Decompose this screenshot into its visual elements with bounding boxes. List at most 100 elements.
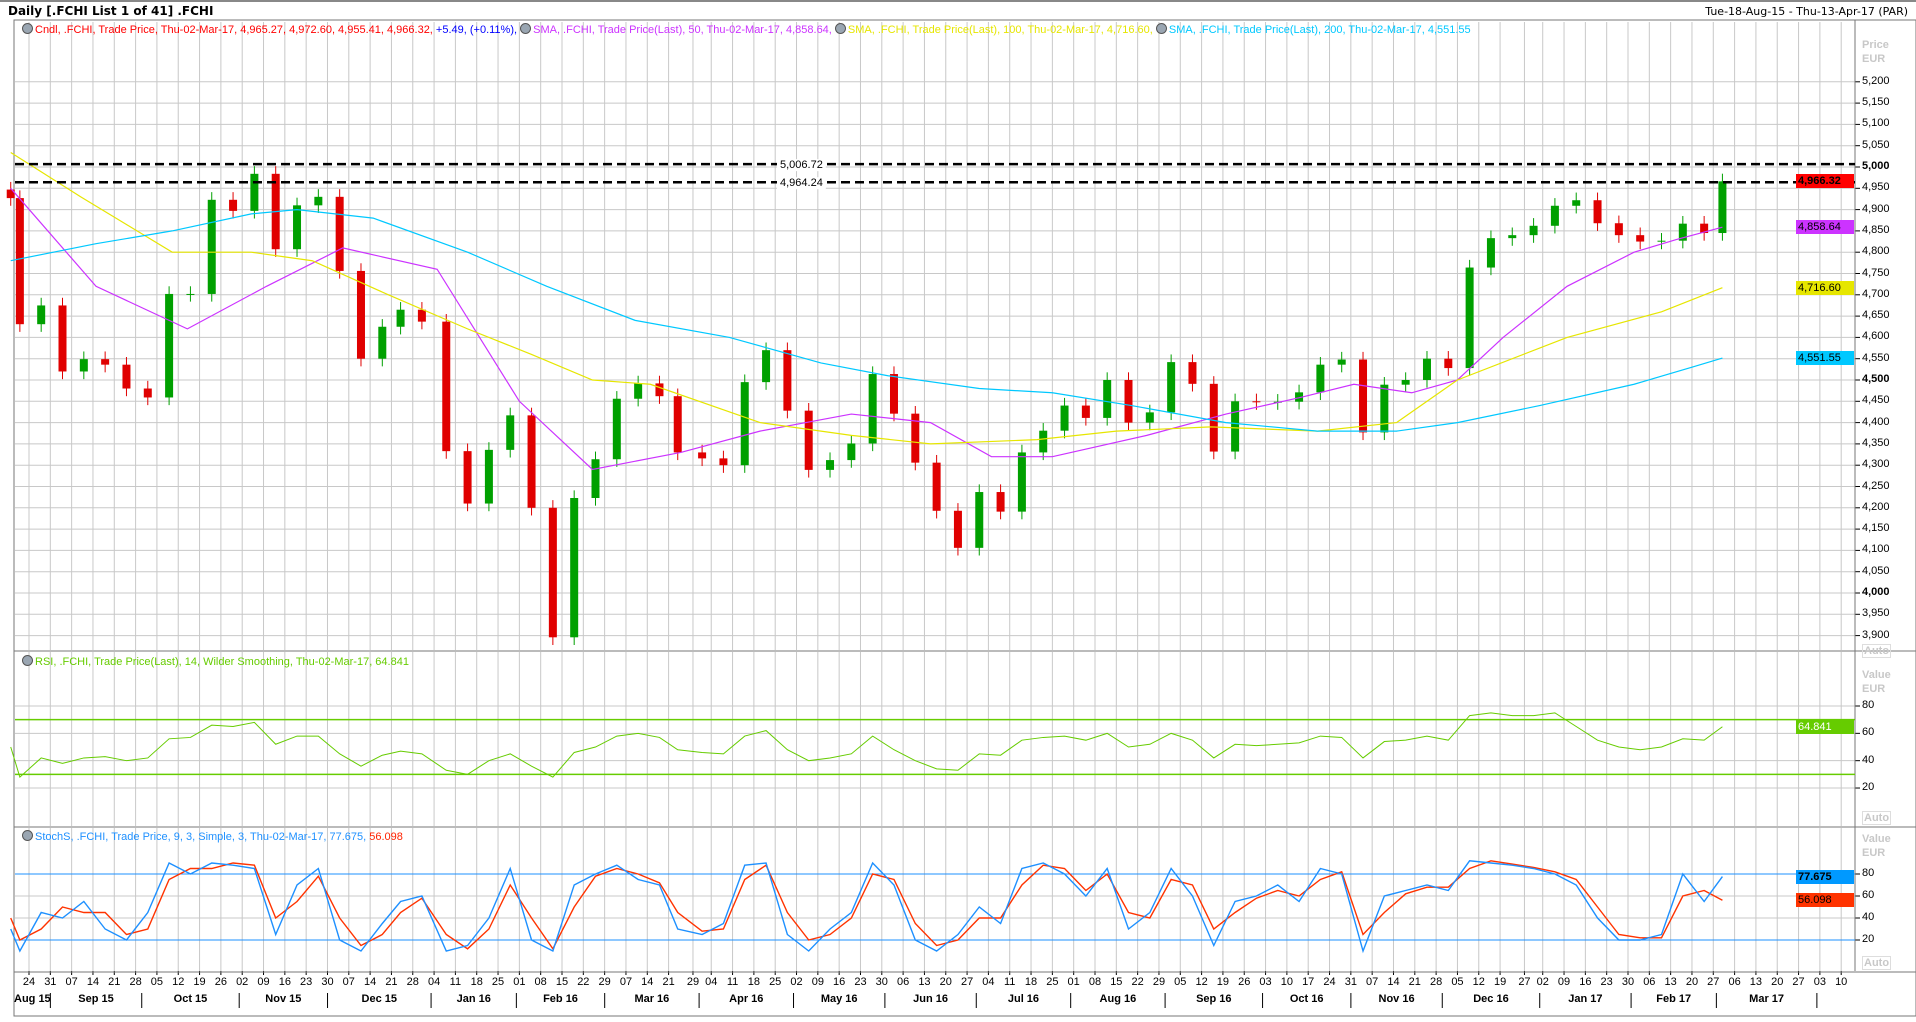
x-tick-label: 14 [1387,976,1400,988]
x-tick-label: 21 [108,976,121,988]
y-tick-label: 40 [1862,911,1875,923]
level-label-bg [777,159,826,172]
unit-currency: EUR [1862,683,1886,695]
x-tick-label: 13 [918,976,931,988]
candle-body [356,270,365,359]
month-label: Mar 17 [1749,993,1785,1005]
last-value-box: 4,716.60 [1796,280,1854,295]
price-auto-scale-button[interactable]: Auto [1862,644,1892,658]
last-value-box: 4,551.55 [1796,351,1854,366]
x-tick-label: 12 [172,976,185,988]
x-tick-label: 23 [854,976,867,988]
x-tick-label: 05 [150,976,164,988]
x-tick-label: 09 [1557,976,1571,988]
x-tick-label: 06 [1643,976,1656,988]
y-tick-label: 4,800 [1862,245,1890,258]
candle-body [165,293,174,398]
candle-body [1124,380,1133,423]
y-tick-label: 4,450 [1862,394,1890,407]
candle-body [527,415,536,508]
x-tick-label: 28 [129,976,142,988]
candle-body [506,415,515,450]
clock-icon[interactable] [22,23,33,34]
month-label: Aug 16 [1099,993,1137,1005]
x-tick-label: 05 [1451,976,1464,988]
x-tick-label: 19 [1216,976,1230,988]
y-tick-label: 4,100 [1862,543,1890,556]
y-tick-label: 4,850 [1862,223,1890,236]
y-tick-label: 5,150 [1862,96,1890,109]
stoch-axis-unit: Value EUR [1862,832,1891,860]
x-tick-label: 27 [1707,976,1720,988]
candle-body [932,462,941,511]
x-tick-label: 07 [1366,976,1379,988]
x-tick-label: 29 [1152,976,1166,988]
rsi-line [10,712,1723,778]
x-tick-label: 30 [875,976,888,988]
x-tick-label: 26 [214,976,227,988]
stoch-legend: StochS, .FCHI, Trade Price, 9, 3, Simple… [22,830,403,843]
x-tick-label: 24 [22,976,36,988]
x-tick-label: 03 [1813,976,1826,988]
candle-body [335,196,344,271]
y-tick-label: 4,550 [1862,351,1890,364]
y-tick-label: 20 [1862,781,1875,794]
x-tick-label: 31 [1344,976,1357,988]
x-tick-label: 20 [939,976,952,988]
candle-body [673,396,682,453]
x-tick-label: 21 [1408,976,1421,988]
y-tick-label: 5,000 [1862,160,1890,172]
y-tick-label: 4,200 [1862,500,1890,513]
candle-body [417,309,426,322]
candle-body [826,460,835,470]
candle-body [612,398,621,460]
clock-icon[interactable] [22,655,33,666]
price-axis-unit: Price EUR [1862,38,1889,66]
x-tick-label: 18 [470,976,483,988]
rsi-auto-scale-button[interactable]: Auto [1862,811,1892,825]
candle-body [1422,358,1431,380]
candle-body [463,451,472,504]
candle-body [1167,362,1176,413]
x-tick-label: 04 [427,976,441,988]
candle-body [1039,430,1048,453]
candle-body [186,293,195,295]
month-label: Jan 17 [1568,993,1603,1005]
candle-body [1103,380,1112,418]
level-label: 4,964.24 [780,177,823,189]
level-label-bg [777,177,826,190]
candle-body [570,498,579,638]
unit-label: Price [1862,39,1889,51]
x-tick-label: 02 [790,976,803,988]
y-tick-label: 80 [1862,699,1875,711]
date-range[interactable]: Tue-18-Aug-15 - Thu-13-Apr-17 (PAR) [1705,5,1908,18]
clock-icon[interactable] [1155,23,1167,34]
y-tick-label: 4,400 [1862,415,1890,428]
chart-frame [13,19,1916,1017]
last-value-box: 77.675 [1796,869,1854,884]
clock-icon[interactable] [834,23,846,34]
month-label: Nov 16 [1378,993,1415,1005]
stoch-auto-scale-button[interactable]: Auto [1862,956,1892,970]
clock-icon[interactable] [520,23,532,34]
x-tick-label: 11 [726,976,739,988]
price-legend-item: SMA, .FCHI, Trade Price(Last), 100, Thu-… [847,24,1156,36]
x-tick-label: 02 [236,976,249,988]
unit-currency: EUR [1862,847,1886,859]
stoch-line-k [10,860,1723,954]
candle-body [1636,235,1645,242]
month-label: Dec 16 [1473,993,1509,1005]
candle-body [79,359,88,372]
y-tick-label: 4,600 [1862,330,1890,343]
x-tick-label: 20 [1685,976,1699,988]
clock-icon[interactable] [22,830,33,841]
y-tick-label: 4,300 [1862,458,1890,471]
candle-body [396,309,405,327]
candle-body [1614,223,1623,236]
x-tick-label: 14 [86,976,100,988]
level-label: 5,006.72 [780,159,823,171]
last-value-box: 56.098 [1796,893,1854,908]
candle-body [250,173,259,211]
x-tick-label: 25 [1046,976,1059,988]
